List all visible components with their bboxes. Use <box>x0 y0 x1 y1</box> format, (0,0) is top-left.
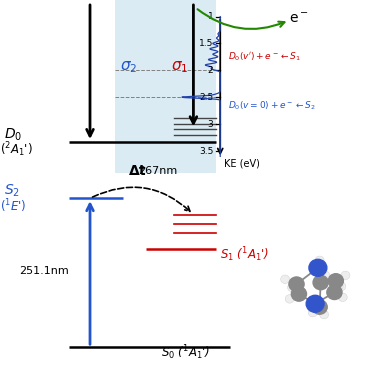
Text: $\sigma_2$: $\sigma_2$ <box>119 60 137 75</box>
Circle shape <box>281 275 290 283</box>
Text: 1.5: 1.5 <box>199 39 213 48</box>
Circle shape <box>292 286 301 295</box>
Circle shape <box>315 256 324 265</box>
Text: $D_0$: $D_0$ <box>4 127 22 143</box>
Circle shape <box>306 295 324 312</box>
Circle shape <box>338 293 347 301</box>
Circle shape <box>328 274 344 288</box>
Circle shape <box>327 285 342 300</box>
Text: $S_0$ ($^1A_1$'): $S_0$ ($^1A_1$') <box>161 343 210 362</box>
Text: $\mathbf{\Delta t}$: $\mathbf{\Delta t}$ <box>128 164 147 178</box>
Circle shape <box>312 300 327 314</box>
Text: 3.5: 3.5 <box>199 146 213 155</box>
Text: $D_0(v') + e^- \leftarrow S_1$: $D_0(v') + e^- \leftarrow S_1$ <box>228 51 301 63</box>
Bar <box>115 0 216 173</box>
Text: 267nm: 267nm <box>138 166 177 176</box>
Text: 2: 2 <box>208 66 213 75</box>
Circle shape <box>289 277 304 292</box>
Text: KE (eV): KE (eV) <box>224 159 260 169</box>
Circle shape <box>321 271 330 280</box>
Circle shape <box>319 310 329 319</box>
Text: $D_0(v=0) + e^- \leftarrow S_2$: $D_0(v=0) + e^- \leftarrow S_2$ <box>228 99 315 111</box>
Text: $\sigma_1$: $\sigma_1$ <box>170 60 188 75</box>
Text: ($^1E$'): ($^1E$') <box>0 197 26 215</box>
Text: ($^2A_1$'): ($^2A_1$') <box>0 140 33 159</box>
Text: 1: 1 <box>208 12 213 21</box>
Text: 2.5: 2.5 <box>199 93 213 102</box>
Circle shape <box>341 271 350 280</box>
Circle shape <box>313 275 328 290</box>
Text: 251.1nm: 251.1nm <box>19 266 69 276</box>
Circle shape <box>337 282 346 291</box>
Circle shape <box>309 259 327 276</box>
Circle shape <box>308 308 317 317</box>
Text: $S_1$ ($^1A_1$'): $S_1$ ($^1A_1$') <box>220 245 270 264</box>
Text: e$^-$: e$^-$ <box>289 11 309 25</box>
Circle shape <box>291 287 306 301</box>
Circle shape <box>285 294 294 303</box>
Circle shape <box>334 282 343 291</box>
Circle shape <box>288 283 296 292</box>
Text: 3: 3 <box>208 120 213 129</box>
Text: $S_2$: $S_2$ <box>4 183 20 199</box>
